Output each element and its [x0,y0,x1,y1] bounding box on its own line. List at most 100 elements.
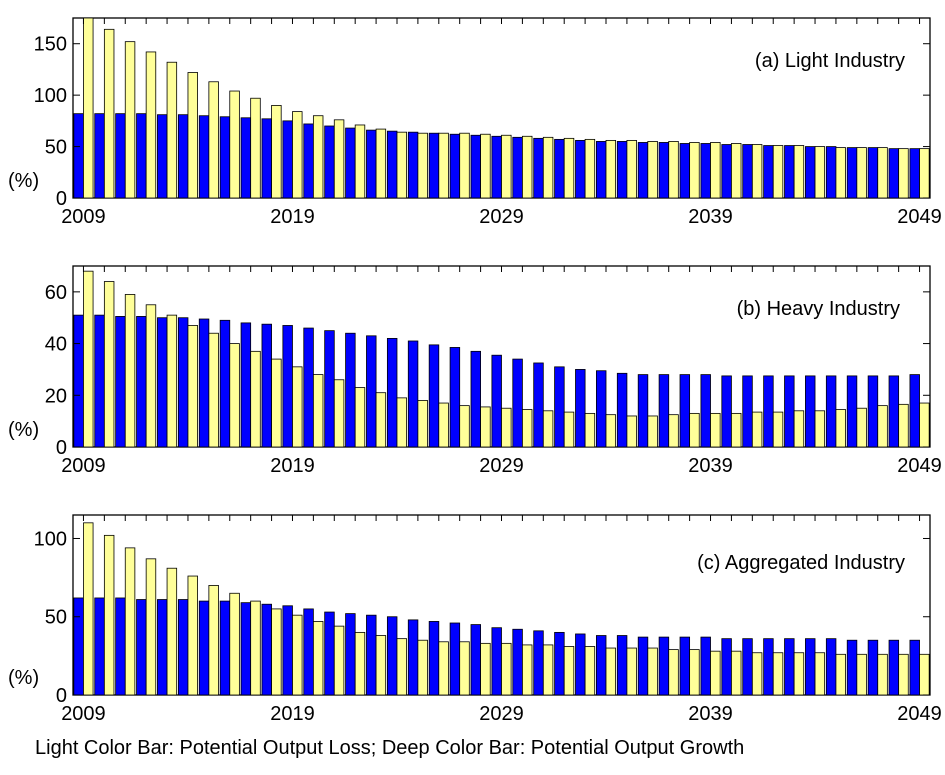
bar-growth-2040 [721,144,732,199]
x-tick-label: 2019 [270,455,315,477]
bar-loss-2022 [354,387,366,448]
bar-growth-2013 [157,599,168,696]
bar-loss-2040 [731,412,742,448]
bar-loss-2039 [710,412,721,448]
bar-loss-2031 [542,410,554,448]
bar-loss-2015 [208,81,219,199]
bar-loss-2016 [229,343,240,448]
bar-growth-2026 [428,621,440,696]
bar-loss-2022 [354,631,366,696]
bar-loss-2040 [731,143,742,199]
bar-loss-2012 [145,51,157,199]
bar-growth-2048 [888,639,900,696]
bar-loss-2020 [312,374,324,448]
bar-growth-2011 [115,316,126,448]
bar-loss-2024 [396,131,408,199]
bar-growth-2010 [94,113,105,199]
bar-loss-2015 [208,332,219,448]
bar-loss-2028 [480,133,491,199]
bar-loss-2027 [459,405,470,448]
bar-growth-2039 [700,374,711,448]
bar-growth-2011 [115,597,126,696]
bar-loss-2029 [501,407,512,448]
bar-loss-2034 [605,647,617,696]
bar-growth-2011 [115,113,126,199]
bar-growth-2045 [825,638,837,696]
bar-loss-2021 [333,625,345,696]
bar-loss-2031 [542,644,554,696]
bar-loss-2028 [480,642,491,696]
chart-panel-2: 0 20 40 60 2009 2019 2029 2039 2049 (%) (b) Heavy … [8,265,942,477]
bar-growth-2044 [805,375,816,448]
bar-loss-2036 [647,647,658,696]
bar-loss-2020 [312,115,324,199]
bar-loss-2030 [522,644,533,696]
bar-growth-2043 [784,638,795,696]
bar-loss-2022 [354,124,366,199]
bar-growth-2009 [73,113,84,199]
bar-growth-2033 [575,369,586,448]
bar-growth-2035 [616,635,628,696]
bar-loss-2023 [375,392,387,448]
bar-loss-2035 [626,647,637,696]
bar-growth-2041 [742,638,753,696]
bar-growth-2016 [219,116,231,199]
y-tick-label: 0 [56,685,67,707]
bar-growth-2025 [407,340,419,448]
bar-loss-2024 [396,397,408,448]
bar-loss-2010 [103,534,115,696]
bar-growth-2012 [136,113,147,199]
y-axis-label: (%) [8,170,39,192]
bar-growth-2030 [512,628,523,696]
bar-growth-2019 [282,120,293,199]
bar-growth-2038 [679,636,691,696]
bar-loss-2038 [689,649,700,696]
bar-loss-2013 [166,314,178,448]
bar-loss-2045 [835,409,846,448]
bar-loss-2014 [187,72,198,199]
bar-growth-2016 [219,319,231,448]
y-axis-label: (%) [8,667,39,689]
y-tick-label: 60 [45,282,67,304]
bar-growth-2015 [198,115,210,199]
bar-loss-2023 [375,635,387,696]
bar-growth-2035 [616,372,628,448]
bar-growth-2049 [909,148,920,199]
bar-loss-2029 [501,134,512,199]
x-tick-label: 2009 [61,455,106,477]
bar-growth-2010 [94,597,105,696]
bar-loss-2032 [563,646,575,696]
bar-loss-2010 [103,281,115,448]
bar-growth-2037 [658,636,670,696]
bar-loss-2033 [584,412,596,448]
bar-growth-2049 [909,374,920,448]
bar-growth-2025 [407,619,419,696]
bar-growth-2021 [324,330,335,448]
bar-growth-2040 [721,375,732,448]
x-tick-label: 2009 [61,206,106,228]
y-tick-label: 20 [45,385,67,407]
bar-loss-2011 [124,41,136,199]
bar-growth-2034 [595,141,607,199]
bar-growth-2016 [219,600,231,696]
bar-loss-2025 [417,639,428,696]
bar-growth-2039 [700,143,711,199]
bar-loss-2024 [396,638,408,696]
bar-growth-2036 [637,636,649,696]
bar-loss-2049 [919,402,930,448]
bar-loss-2027 [459,132,470,199]
bar-growth-2029 [491,354,502,448]
x-tick-label: 2029 [479,703,524,725]
bar-loss-2034 [605,139,617,199]
bar-loss-2018 [271,105,282,199]
bar-loss-2017 [250,350,261,448]
y-axis-label: (%) [8,419,39,441]
y-tick-label: 100 [34,85,67,107]
bar-growth-2047 [867,147,879,199]
bar-loss-2038 [689,142,700,199]
bar-growth-2031 [533,630,544,696]
bar-growth-2017 [240,602,252,696]
bar-growth-2020 [303,123,314,199]
bar-loss-2029 [501,642,512,696]
y-tick-label: 100 [34,528,67,550]
